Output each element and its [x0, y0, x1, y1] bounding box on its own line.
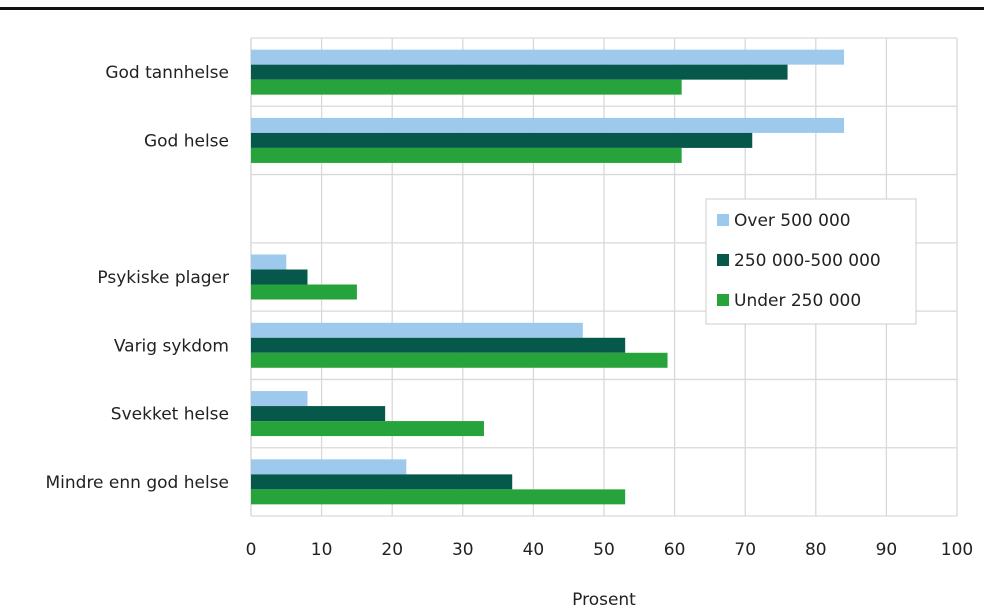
bars: [251, 49, 845, 505]
x-tick-label: 80: [805, 540, 827, 560]
category-label: God tannhelse: [105, 63, 229, 83]
x-tick-label: 0: [246, 540, 257, 560]
x-tick-label: 30: [452, 540, 474, 560]
x-tick-label: 20: [381, 540, 403, 560]
category-label: Psykiske plager: [97, 268, 229, 288]
x-tick-label: 40: [523, 540, 545, 560]
x-tick-labels: 0 10 20 30 40 50 60 70 80 90 100: [246, 540, 974, 560]
x-tick-label: 10: [311, 540, 333, 560]
bar: [251, 147, 682, 163]
legend-swatch: [717, 214, 729, 226]
bar: [251, 391, 308, 407]
category-label: God helse: [144, 131, 229, 151]
x-axis-title: Prosent: [572, 590, 636, 610]
bar: [251, 254, 287, 270]
legend-label: Under 250 000: [734, 291, 861, 311]
bar: [251, 421, 484, 437]
bar: [251, 352, 668, 368]
bar: [251, 269, 308, 285]
bar: [251, 406, 386, 422]
bar: [251, 474, 513, 490]
category-label: Mindre enn god helse: [45, 473, 229, 493]
bar: [251, 284, 357, 300]
gridlines: [250, 37, 958, 517]
legend-label: Over 500 000: [734, 211, 851, 231]
bar: [251, 337, 626, 353]
x-tick-label: 60: [664, 540, 686, 560]
header-rule: [0, 7, 984, 10]
x-tick-label: 90: [876, 540, 898, 560]
legend-swatch: [717, 254, 729, 266]
category-label: Svekket helse: [111, 405, 229, 425]
bar: [251, 79, 682, 95]
legend: Over 500 000 250 000-500 000 Under 250 000: [705, 198, 917, 325]
x-tick-label: 100: [941, 540, 973, 560]
bar: [251, 49, 845, 65]
bar: [251, 459, 407, 475]
bar: [251, 489, 626, 505]
bar: [251, 117, 845, 133]
category-label: Varig sykdom: [114, 336, 229, 356]
legend-label: 250 000-500 000: [734, 251, 881, 271]
bar: [251, 132, 753, 148]
category-labels: God tannhelse God helse Psykiske plager Var…: [45, 63, 229, 493]
legend-box: [705, 198, 917, 325]
bar: [251, 64, 788, 80]
x-tick-label: 70: [734, 540, 756, 560]
legend-swatch: [717, 294, 729, 306]
bar: [251, 322, 583, 338]
x-tick-label: 50: [593, 540, 615, 560]
